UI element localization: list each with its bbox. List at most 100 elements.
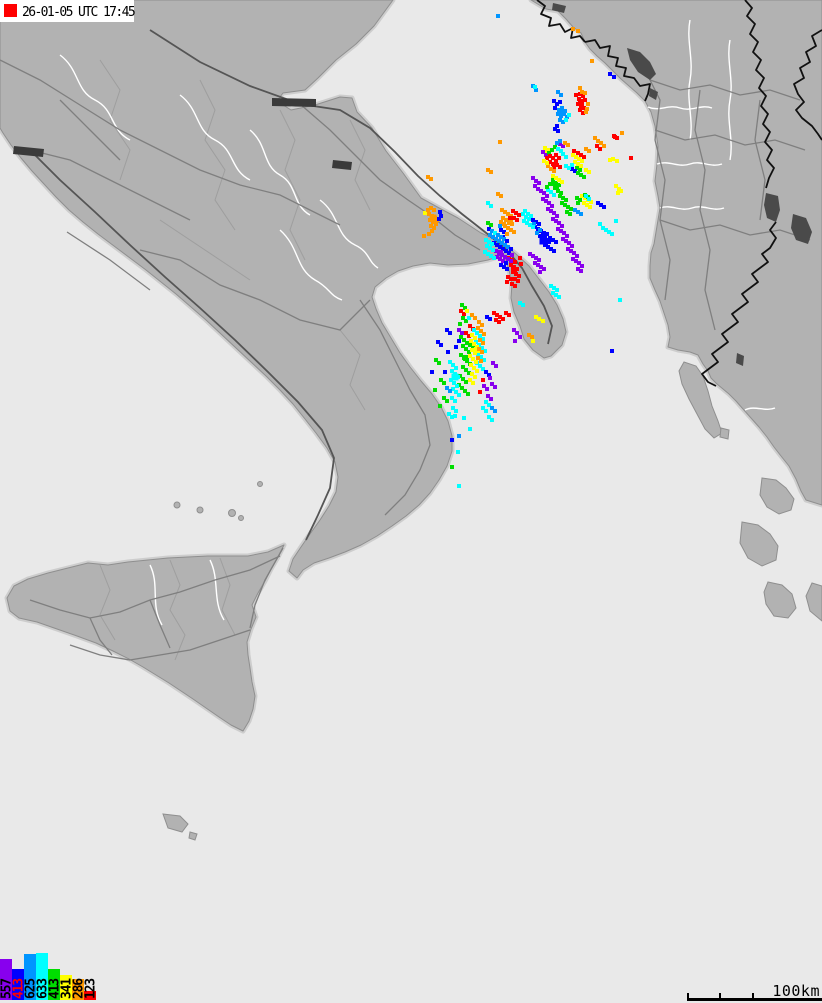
lightning-strike xyxy=(528,252,532,256)
lightning-strike xyxy=(496,233,500,237)
lightning-strike xyxy=(461,365,465,369)
lightning-strike xyxy=(528,223,532,227)
lightning-strike xyxy=(576,201,580,205)
lightning-strike xyxy=(576,171,580,175)
lightning-strike xyxy=(490,418,494,422)
lightning-strike xyxy=(550,204,554,208)
lightning-strike xyxy=(506,226,510,230)
lightning-strike xyxy=(555,214,559,218)
lightning-strike xyxy=(485,387,489,391)
lightning-strike xyxy=(489,254,493,258)
lightning-strike xyxy=(559,93,563,97)
lightning-strike xyxy=(503,243,507,247)
lightning-strike xyxy=(608,72,612,76)
lightning-strike xyxy=(525,221,529,225)
lightning-strike xyxy=(546,188,550,192)
legend-bar xyxy=(60,975,72,1000)
lightning-strike xyxy=(564,198,568,202)
lightning-strike xyxy=(566,205,570,209)
lightning-strike xyxy=(445,386,449,390)
lightning-strike xyxy=(490,242,494,246)
lightning-strike xyxy=(492,256,496,260)
lightning-strike xyxy=(474,360,478,364)
lightning-strike xyxy=(459,309,463,313)
lightning-strike xyxy=(487,415,491,419)
legend-count-label: 341 xyxy=(60,978,75,999)
lightning-strike xyxy=(526,212,530,216)
lightning-strike xyxy=(489,170,493,174)
lightning-strike xyxy=(610,349,614,353)
zakynthos-island xyxy=(763,581,797,619)
lightning-strike xyxy=(580,90,584,94)
lightning-strike xyxy=(608,158,612,162)
lightning-strike xyxy=(579,269,583,273)
lightning-strike xyxy=(517,274,521,278)
lightning-strike xyxy=(505,232,509,236)
lightning-strike xyxy=(515,331,519,335)
lightning-strike xyxy=(454,409,458,413)
lightning-strike xyxy=(434,222,438,226)
legend-count-label: 557 xyxy=(0,979,15,999)
lightning-strike xyxy=(614,184,618,188)
lightning-strike xyxy=(552,286,556,290)
lightning-strike xyxy=(615,159,619,163)
lightning-strike xyxy=(612,75,616,79)
lightning-strike xyxy=(494,364,498,368)
lightning-strike xyxy=(457,484,461,488)
lightning-strike xyxy=(570,163,574,167)
lightning-strike xyxy=(488,233,492,237)
lightning-strike xyxy=(552,249,556,253)
lightning-strike xyxy=(430,229,434,233)
lightning-strike xyxy=(518,301,522,305)
national-borders xyxy=(536,0,822,387)
lightning-strike xyxy=(549,167,553,171)
lightning-strike xyxy=(448,389,452,393)
lightning-strike xyxy=(472,366,476,370)
lightning-strike xyxy=(577,157,581,161)
lightning-strike xyxy=(509,247,513,251)
lightning-strike xyxy=(549,190,553,194)
lightning-strike xyxy=(554,219,558,223)
lightning-strike xyxy=(568,212,572,216)
lightning-strike xyxy=(538,228,542,232)
lightning-strike xyxy=(537,258,541,262)
lightning-strike xyxy=(493,231,497,235)
lightning-strike xyxy=(484,409,488,413)
legend-count-label: 286 xyxy=(72,978,87,999)
lightning-strike xyxy=(551,291,555,295)
lightning-strike xyxy=(547,201,551,205)
lightning-strike xyxy=(464,347,468,351)
lightning-strike xyxy=(510,282,514,286)
lightning-strike xyxy=(583,98,587,102)
lightning-strike xyxy=(531,254,535,258)
lightning-strike xyxy=(460,386,464,390)
lightning-strike xyxy=(475,331,479,335)
lake-scutari xyxy=(627,48,656,80)
lightning-strike xyxy=(445,328,449,332)
lightning-strike xyxy=(461,377,465,381)
lightning-strike xyxy=(495,255,499,259)
lightning-strike xyxy=(582,175,586,179)
aeolian-island xyxy=(257,481,263,487)
lightning-strike xyxy=(576,151,580,155)
lightning-strike xyxy=(539,265,543,269)
lightning-strike xyxy=(484,400,488,404)
lightning-strike xyxy=(531,339,535,343)
lightning-strike xyxy=(531,176,535,180)
lightning-strike xyxy=(433,388,437,392)
lightning-strike xyxy=(555,288,559,292)
lightning-strike xyxy=(482,332,486,336)
lightning-strike xyxy=(553,106,557,110)
lightning-strike xyxy=(558,142,562,146)
sicily-landmass xyxy=(6,544,285,732)
lightning-strike xyxy=(578,86,582,90)
lightning-strike xyxy=(453,414,457,418)
lightning-strike xyxy=(469,339,473,343)
lightning-strike xyxy=(576,162,580,166)
lightning-strike xyxy=(457,328,461,332)
lightning-strike xyxy=(569,249,573,253)
lightning-strike xyxy=(577,261,581,265)
lightning-strike xyxy=(431,220,435,224)
lightning-strike xyxy=(479,359,483,363)
lightning-strike xyxy=(545,161,549,165)
